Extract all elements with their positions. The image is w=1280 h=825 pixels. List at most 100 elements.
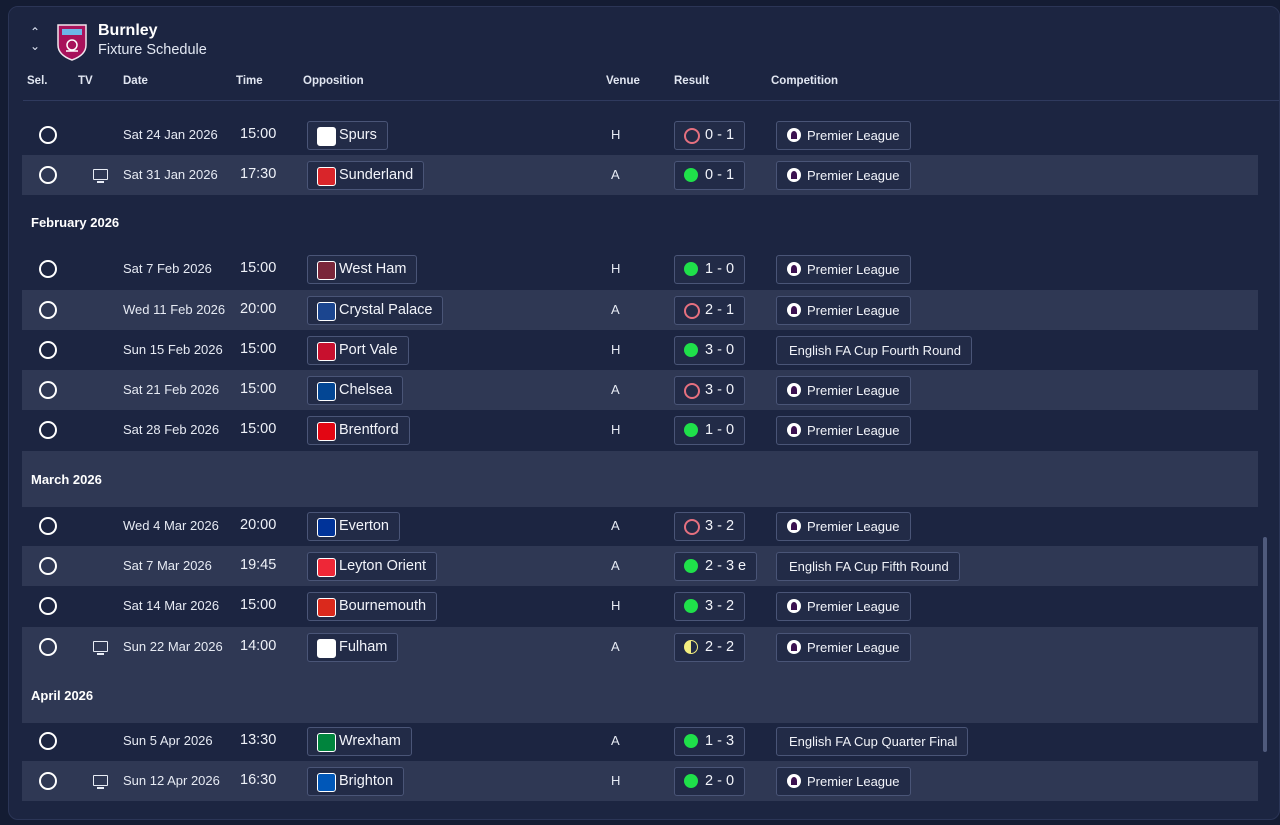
result-score: 3 - 0 bbox=[705, 342, 735, 358]
column-header-competition[interactable]: Competition bbox=[771, 75, 839, 87]
competition-button[interactable]: English FA Cup Fourth Round bbox=[776, 336, 972, 365]
competition-button[interactable]: Premier League bbox=[776, 416, 911, 445]
fixture-row[interactable]: Wed 11 Feb 2026 20:00 Crystal Palace A 2 - 1… bbox=[22, 290, 1258, 330]
result-button[interactable]: 0 - 1 bbox=[674, 121, 746, 150]
result-button[interactable]: 2 - 3 e bbox=[674, 552, 758, 581]
competition-button[interactable]: Premier League bbox=[776, 376, 911, 405]
competition-button[interactable]: Premier League bbox=[776, 296, 911, 325]
result-button[interactable]: 3 - 2 bbox=[674, 592, 746, 621]
month-band-apr bbox=[22, 667, 1258, 723]
select-radio[interactable] bbox=[39, 126, 57, 144]
fixture-venue: H bbox=[611, 422, 621, 437]
competition-button[interactable]: Premier League bbox=[776, 767, 911, 796]
fixture-row[interactable]: Sun 12 Apr 2026 16:30 Brighton H 2 - 0 Premie… bbox=[22, 761, 1258, 801]
competition-button[interactable]: Premier League bbox=[776, 161, 911, 190]
fixture-row[interactable]: Sat 7 Feb 2026 15:00 West Ham H 1 - 0 Premier… bbox=[22, 249, 1258, 289]
result-score: 2 - 3 e bbox=[705, 558, 747, 574]
result-button[interactable]: 3 - 0 bbox=[674, 336, 746, 365]
result-button[interactable]: 2 - 0 bbox=[674, 767, 746, 796]
fixture-row[interactable]: Sat 31 Jan 2026 17:30 Sunderland A 0 - 1 Prem… bbox=[22, 155, 1258, 195]
opponent-badge-icon bbox=[317, 558, 336, 577]
column-header-tv[interactable]: TV bbox=[78, 75, 93, 87]
select-radio[interactable] bbox=[39, 597, 57, 615]
result-button[interactable]: 1 - 3 bbox=[674, 727, 746, 756]
opponent-button[interactable]: Chelsea bbox=[307, 376, 404, 405]
premier-league-icon bbox=[787, 168, 801, 182]
column-header-opposition[interactable]: Opposition bbox=[303, 75, 364, 87]
competition-button[interactable]: Premier League bbox=[776, 512, 911, 541]
opponent-button[interactable]: Brentford bbox=[307, 416, 410, 445]
fixture-row[interactable]: Sat 24 Jan 2026 15:00 Spurs H 0 - 1 Premier L… bbox=[22, 115, 1258, 155]
result-indicator-icon bbox=[684, 343, 698, 357]
competition-name: Premier League bbox=[807, 262, 900, 277]
opponent-button[interactable]: Wrexham bbox=[307, 727, 412, 756]
column-header-venue[interactable]: Venue bbox=[606, 75, 640, 87]
opponent-button[interactable]: Spurs bbox=[307, 121, 388, 150]
opponent-name: Port Vale bbox=[339, 342, 398, 358]
column-header-sel[interactable]: Sel. bbox=[27, 75, 48, 87]
fixture-row[interactable]: Sat 28 Feb 2026 15:00 Brentford H 1 - 0 Premi… bbox=[22, 410, 1258, 450]
competition-button[interactable]: Premier League bbox=[776, 121, 911, 150]
opponent-button[interactable]: Sunderland bbox=[307, 161, 425, 190]
column-header-date[interactable]: Date bbox=[123, 75, 148, 87]
fixture-row[interactable]: Sat 7 Mar 2026 19:45 Leyton Orient A 2 - 3 e… bbox=[22, 546, 1258, 586]
fixture-row[interactable]: Sat 21 Feb 2026 15:00 Chelsea A 3 - 0 Premier… bbox=[22, 370, 1258, 410]
select-radio[interactable] bbox=[39, 260, 57, 278]
select-radio[interactable] bbox=[39, 301, 57, 319]
result-button[interactable]: 3 - 0 bbox=[674, 376, 746, 405]
nav-arrows: ⌃ ⌄ bbox=[27, 25, 43, 53]
select-radio[interactable] bbox=[39, 421, 57, 439]
fixture-venue: A bbox=[611, 167, 620, 182]
opponent-button[interactable]: Crystal Palace bbox=[307, 296, 444, 325]
premier-league-icon bbox=[787, 599, 801, 613]
fixture-venue: A bbox=[611, 302, 620, 317]
fixture-date: Sat 7 Feb 2026 bbox=[123, 261, 212, 276]
chevron-up-icon[interactable]: ⌃ bbox=[29, 25, 41, 39]
premier-league-icon bbox=[787, 262, 801, 276]
club-name[interactable]: Burnley bbox=[98, 22, 158, 39]
opponent-button[interactable]: Fulham bbox=[307, 633, 399, 662]
opponent-button[interactable]: Leyton Orient bbox=[307, 552, 438, 581]
result-button[interactable]: 3 - 2 bbox=[674, 512, 746, 541]
fixture-row[interactable]: Sat 14 Mar 2026 15:00 Bournemouth H 3 - 2 Pre… bbox=[22, 586, 1258, 626]
select-radio[interactable] bbox=[39, 341, 57, 359]
fixture-time: 20:00 bbox=[240, 517, 277, 533]
competition-button[interactable]: Premier League bbox=[776, 592, 911, 621]
opponent-button[interactable]: Port Vale bbox=[307, 336, 409, 365]
result-button[interactable]: 2 - 2 bbox=[674, 633, 746, 662]
opponent-button[interactable]: Brighton bbox=[307, 767, 405, 796]
column-header-result[interactable]: Result bbox=[674, 75, 710, 87]
fixture-row[interactable]: Sun 5 Apr 2026 13:30 Wrexham A 1 - 3 English … bbox=[22, 721, 1258, 761]
opponent-button[interactable]: Bournemouth bbox=[307, 592, 438, 621]
fixture-time: 16:30 bbox=[240, 772, 277, 788]
chevron-down-icon[interactable]: ⌄ bbox=[29, 39, 41, 53]
select-radio[interactable] bbox=[39, 166, 57, 184]
competition-button[interactable]: English FA Cup Fifth Round bbox=[776, 552, 960, 581]
competition-button[interactable]: Premier League bbox=[776, 255, 911, 284]
fixture-row[interactable]: Wed 4 Mar 2026 20:00 Everton A 3 - 2 Premier … bbox=[22, 506, 1258, 546]
competition-button[interactable]: English FA Cup Quarter Final bbox=[776, 727, 969, 756]
result-button[interactable]: 0 - 1 bbox=[674, 161, 746, 190]
select-radio[interactable] bbox=[39, 772, 57, 790]
fixture-time: 15:00 bbox=[240, 421, 277, 437]
result-button[interactable]: 1 - 0 bbox=[674, 255, 746, 284]
opponent-button[interactable]: Everton bbox=[307, 512, 400, 541]
select-radio[interactable] bbox=[39, 557, 57, 575]
fixture-row[interactable]: Sun 15 Feb 2026 15:00 Port Vale H 3 - 0 Engli… bbox=[22, 330, 1258, 370]
opponent-badge-icon bbox=[317, 598, 336, 617]
fixture-time: 15:00 bbox=[240, 341, 277, 357]
opponent-button[interactable]: West Ham bbox=[307, 255, 418, 284]
scrollbar-thumb[interactable] bbox=[1263, 537, 1267, 752]
competition-button[interactable]: Premier League bbox=[776, 633, 911, 662]
result-button[interactable]: 1 - 0 bbox=[674, 416, 746, 445]
fixture-date: Sun 5 Apr 2026 bbox=[123, 733, 213, 748]
select-radio[interactable] bbox=[39, 381, 57, 399]
column-header-time[interactable]: Time bbox=[236, 75, 263, 87]
result-button[interactable]: 2 - 1 bbox=[674, 296, 746, 325]
fixture-time: 15:00 bbox=[240, 260, 277, 276]
fixture-row[interactable]: Sun 22 Mar 2026 14:00 Fulham A 2 - 2 Premier … bbox=[22, 627, 1258, 667]
select-radio[interactable] bbox=[39, 517, 57, 535]
select-radio[interactable] bbox=[39, 732, 57, 750]
panel-header: ⌃ ⌄ Burnley Fixture Schedule Sel. TV Dat… bbox=[9, 7, 1279, 102]
select-radio[interactable] bbox=[39, 638, 57, 656]
